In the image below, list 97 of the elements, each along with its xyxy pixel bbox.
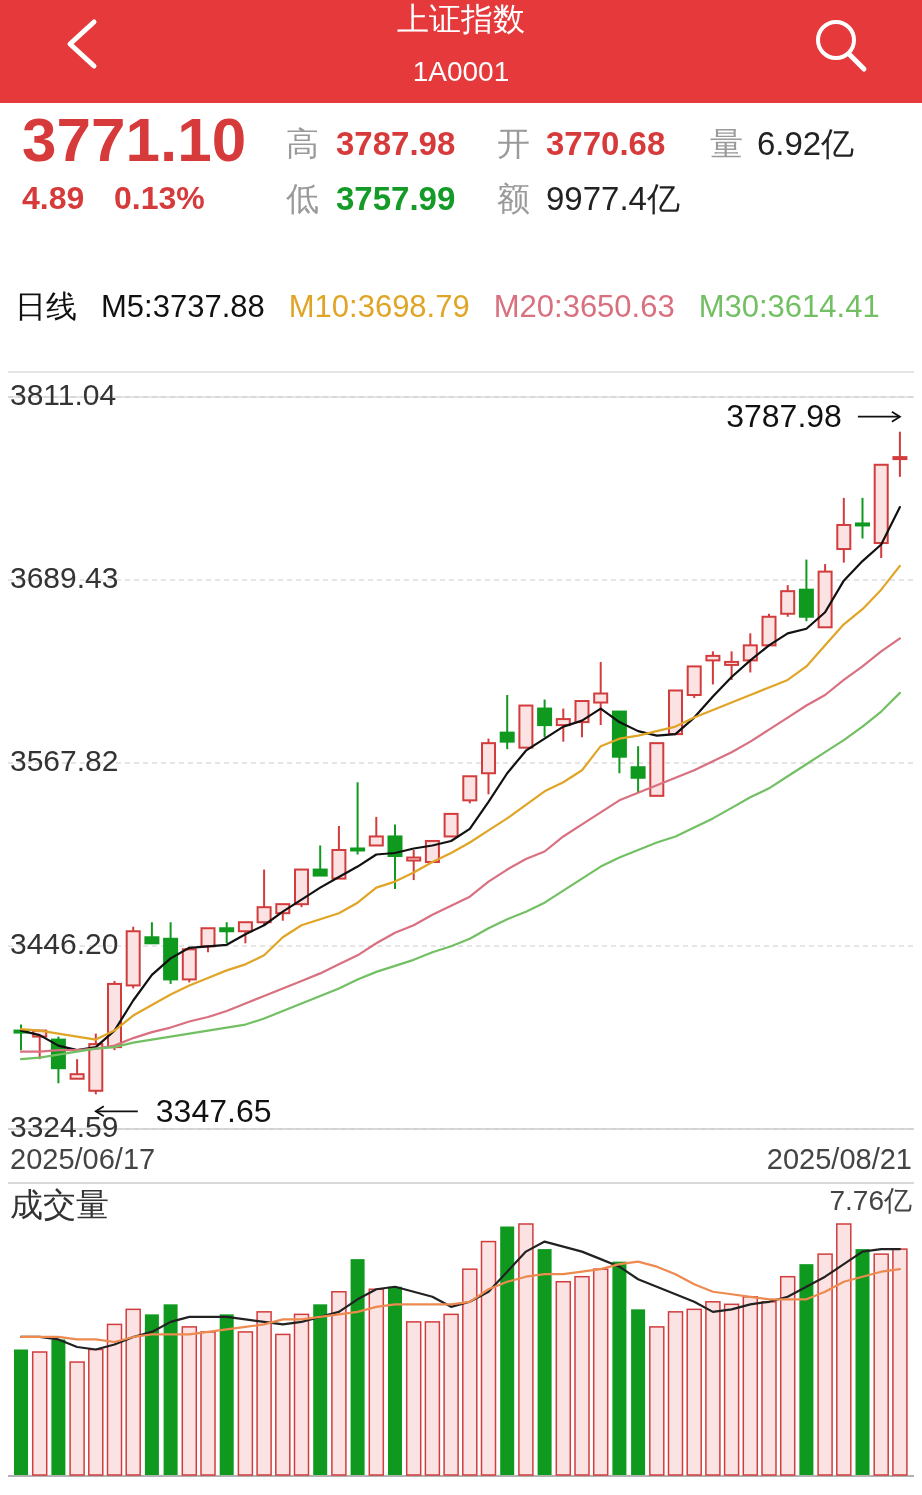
chart-title: 上证指数 bbox=[397, 1, 525, 38]
bar bbox=[14, 1349, 28, 1475]
candlestick bbox=[855, 496, 870, 540]
bar bbox=[144, 1314, 159, 1475]
bar bbox=[106, 1323, 123, 1476]
text: M5:3737.88 bbox=[101, 289, 265, 325]
bar bbox=[518, 1223, 534, 1476]
text: 3787.98 bbox=[336, 124, 456, 162]
text: 3757.99 bbox=[336, 179, 456, 217]
candlestick bbox=[69, 1058, 85, 1080]
bar bbox=[742, 1296, 759, 1476]
bar bbox=[705, 1301, 721, 1476]
bar bbox=[892, 1248, 908, 1476]
text: 量 bbox=[710, 124, 743, 162]
bar bbox=[537, 1249, 552, 1475]
annotation: 3787.98 bbox=[726, 398, 842, 435]
bar bbox=[331, 1291, 347, 1476]
bar bbox=[88, 1348, 104, 1476]
text: M10:3698.79 bbox=[288, 289, 470, 325]
bar bbox=[275, 1333, 291, 1476]
bar bbox=[612, 1261, 627, 1475]
bar bbox=[368, 1288, 385, 1476]
bar bbox=[424, 1321, 441, 1476]
bar bbox=[631, 1309, 646, 1475]
y-tick-label: 3324.59 bbox=[10, 1109, 119, 1143]
bar bbox=[799, 1264, 814, 1475]
bar bbox=[388, 1286, 402, 1475]
candlestick bbox=[406, 849, 422, 882]
text: 6.92亿 bbox=[757, 124, 855, 162]
bar bbox=[649, 1326, 665, 1476]
candlestick bbox=[312, 844, 328, 877]
text: 3771.10 bbox=[22, 105, 247, 175]
candlestick bbox=[518, 704, 534, 749]
candlestick bbox=[593, 660, 609, 727]
text: 7.76亿 bbox=[829, 1185, 912, 1217]
bar bbox=[817, 1253, 833, 1476]
bar bbox=[51, 1339, 66, 1475]
bar bbox=[574, 1275, 590, 1476]
candlestick bbox=[368, 815, 384, 847]
bar bbox=[69, 1361, 85, 1476]
y-tick-label: 3567.82 bbox=[10, 743, 119, 777]
text: 日线 bbox=[15, 289, 77, 325]
bar bbox=[219, 1314, 234, 1475]
candlestick bbox=[836, 496, 852, 564]
bar bbox=[181, 1326, 198, 1476]
candlestick bbox=[574, 700, 590, 739]
candlestick bbox=[668, 689, 683, 736]
text: 开 bbox=[497, 124, 530, 162]
bar bbox=[480, 1240, 497, 1476]
candlestick bbox=[649, 742, 665, 797]
bar bbox=[836, 1223, 852, 1476]
candlestick bbox=[387, 823, 403, 891]
chart-title: 成交量 bbox=[10, 1185, 109, 1223]
text: 9977.4亿 bbox=[546, 179, 680, 217]
candlestick bbox=[611, 710, 627, 775]
bar bbox=[555, 1280, 572, 1476]
text: 4.89 bbox=[22, 180, 85, 217]
bar bbox=[667, 1311, 684, 1476]
text: M30:3614.41 bbox=[698, 289, 880, 325]
bar bbox=[405, 1321, 422, 1476]
bar bbox=[200, 1331, 216, 1476]
chart-subtitle: 1A0001 bbox=[412, 56, 510, 88]
text: 0.13% bbox=[114, 180, 205, 217]
bar bbox=[313, 1304, 328, 1475]
bar bbox=[125, 1308, 141, 1476]
text: 低 bbox=[286, 179, 319, 217]
bar bbox=[761, 1301, 777, 1476]
bar bbox=[500, 1226, 515, 1475]
bar bbox=[592, 1268, 609, 1476]
annotation: 3347.65 bbox=[155, 1092, 272, 1129]
bar bbox=[873, 1253, 889, 1476]
bar bbox=[350, 1259, 365, 1475]
bar bbox=[256, 1311, 272, 1476]
bar bbox=[443, 1313, 459, 1476]
text: 额 bbox=[497, 179, 530, 217]
candlestick bbox=[443, 812, 459, 838]
candlestick bbox=[892, 430, 908, 478]
y-tick-label: 3446.20 bbox=[10, 926, 119, 960]
text: 3770.68 bbox=[546, 124, 666, 162]
y-tick-label: 3811.04 bbox=[10, 377, 117, 411]
text: 2025/08/21 bbox=[766, 1142, 912, 1175]
text: M20:3650.63 bbox=[493, 289, 675, 325]
bar bbox=[31, 1351, 48, 1476]
bar bbox=[163, 1304, 178, 1475]
candlestick bbox=[331, 824, 347, 880]
bar bbox=[293, 1313, 310, 1476]
text: 2025/06/17 bbox=[10, 1142, 156, 1175]
bar bbox=[723, 1303, 740, 1476]
candlestick bbox=[817, 563, 833, 629]
y-tick-label: 3689.43 bbox=[10, 560, 119, 594]
bar bbox=[779, 1275, 796, 1476]
bar bbox=[462, 1268, 478, 1476]
candlestick bbox=[144, 921, 160, 945]
bar bbox=[237, 1331, 254, 1476]
bar bbox=[855, 1249, 870, 1475]
text: 高 bbox=[286, 124, 319, 162]
bar bbox=[686, 1308, 702, 1476]
